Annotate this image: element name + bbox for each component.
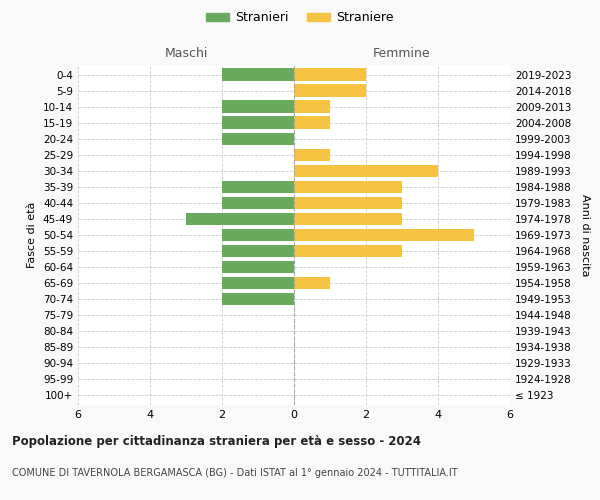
Bar (222, 261, 294, 274)
Bar (294, 212, 402, 225)
Y-axis label: Anni di nascita: Anni di nascita (580, 194, 590, 276)
Bar (222, 68, 294, 81)
Bar (294, 100, 330, 113)
Bar (294, 84, 366, 97)
Text: COMUNE DI TAVERNOLA BERGAMASCA (BG) - Dati ISTAT al 1° gennaio 2024 - TUTTITALIA: COMUNE DI TAVERNOLA BERGAMASCA (BG) - Da… (12, 468, 458, 477)
Legend: Stranieri, Straniere: Stranieri, Straniere (202, 6, 398, 29)
Bar (222, 293, 294, 306)
Bar (294, 164, 438, 177)
Bar (294, 148, 330, 161)
Bar (222, 180, 294, 193)
Bar (294, 68, 366, 81)
Bar (294, 245, 402, 258)
Text: Maschi: Maschi (164, 47, 208, 60)
Bar (294, 116, 330, 129)
Bar (222, 196, 294, 209)
Text: Femmine: Femmine (373, 47, 431, 60)
Bar (222, 277, 294, 289)
Bar (222, 245, 294, 258)
Bar (294, 228, 474, 241)
Bar (294, 196, 402, 209)
Bar (294, 180, 402, 193)
Y-axis label: Fasce di età: Fasce di età (28, 202, 37, 268)
Bar (186, 212, 294, 225)
Bar (294, 277, 330, 289)
Bar (222, 100, 294, 113)
Text: Popolazione per cittadinanza straniera per età e sesso - 2024: Popolazione per cittadinanza straniera p… (12, 435, 421, 448)
Bar (222, 228, 294, 241)
Bar (222, 116, 294, 129)
Bar (222, 132, 294, 145)
